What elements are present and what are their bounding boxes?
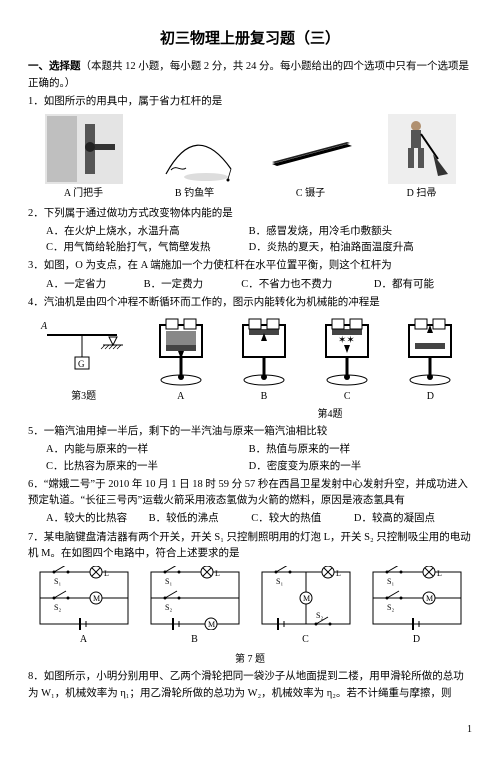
- q3-options: A．一定省力 B．一定费力 C．不省力也不费力 D．都有可能: [28, 277, 472, 293]
- q1-figures: A 门把手 B 钓鱼竿 C 镊子 D 扫帚: [28, 114, 472, 202]
- q2-options: A．在火炉上烧水，水温升高 B．感冒发烧，用冷毛巾敷额头 C．用气筒给轮胎打气，…: [28, 224, 472, 257]
- q3-caption: 第3题: [39, 389, 129, 405]
- q4-fig-b: B: [233, 315, 295, 405]
- svg-text:S₂: S₂: [316, 611, 323, 620]
- q4-label-a: A: [150, 389, 212, 405]
- q1-cap-a: A 门把手: [45, 186, 123, 202]
- q7-caption: 第 7 题: [28, 652, 472, 668]
- q6-opt-b: B．较低的沸点: [149, 511, 249, 527]
- q1-cap-c: C 镊子: [267, 186, 355, 202]
- q7-fig-b: S₁ L S₂ M B: [145, 566, 245, 648]
- q5-opt-b: B．热值与原来的一样: [249, 442, 449, 458]
- q1: 1．如图所示的用具中，属于省力杠杆的是: [28, 94, 472, 110]
- q3-fig: A G 第3题: [39, 317, 129, 405]
- q5-options: A．内能与原来的一样 B．热值与原来的一样 C．比热容为原来的一半 D．密度变为…: [28, 442, 472, 475]
- svg-text:L: L: [215, 569, 220, 578]
- q4-label-b: B: [233, 389, 295, 405]
- q4: 4．汽油机是由四个冲程不断循环而工作的，图示内能转化为机械能的冲程是: [28, 295, 472, 311]
- q4-fig-d: D: [399, 315, 461, 405]
- q1-cap-d: D 扫帚: [388, 186, 456, 202]
- q5-opt-c: C．比热容为原来的一半: [46, 459, 246, 475]
- svg-text:S₁: S₁: [276, 577, 283, 586]
- page-title: 初三物理上册复习题（三）: [28, 28, 472, 51]
- section-1-head: 一、选择题: [28, 61, 81, 72]
- svg-text:L: L: [437, 569, 442, 578]
- q4-fig-c: ✶✶ C: [316, 315, 378, 405]
- q1-fig-d: D 扫帚: [388, 114, 456, 202]
- q3-opt-a: A．一定省力: [46, 277, 141, 293]
- q1-fig-a: A 门把手: [45, 114, 123, 202]
- q4-fig-a: A: [150, 315, 212, 405]
- q7-fig-d: S₁ L S₂ M D: [367, 566, 467, 648]
- q3-opt-c: C．不省力也不费力: [241, 277, 371, 293]
- svg-text:✶✶: ✶✶: [338, 335, 355, 346]
- section-1-note: （本题共 12 小题，每小题 2 分，共 24 分。每小题给出的四个选项中只有一…: [28, 61, 469, 88]
- svg-text:M: M: [303, 594, 310, 603]
- q2-opt-d: D．炎热的夏天，柏油路面温度升高: [249, 240, 449, 256]
- q1-cap-b: B 钓鱼竿: [156, 186, 234, 202]
- svg-text:S₁: S₁: [165, 577, 172, 586]
- q7-fig-a: S₁ L S₂ M A: [34, 566, 134, 648]
- q7: 7．某电脑键盘清洁器有两个开关，开关 S₁ 只控制照明用的灯泡 L，开关 S₂ …: [28, 530, 472, 563]
- q6-opt-a: A．较大的比热容: [46, 511, 146, 527]
- section-1-header: 一、选择题（本题共 12 小题，每小题 2 分，共 24 分。每小题给出的四个选…: [28, 59, 472, 92]
- q1-fig-c: C 镊子: [267, 114, 355, 202]
- svg-text:A: A: [40, 321, 48, 332]
- q4-caption: 第4题: [188, 407, 472, 423]
- q4-label-c: C: [316, 389, 378, 405]
- q7-label-a: A: [34, 632, 134, 648]
- svg-text:M: M: [93, 594, 100, 603]
- q2: 2．下列属于通过做功方式改变物体内能的是: [28, 206, 472, 222]
- q6: 6．“嫦娥二号”于 2010 年 10 月 1 日 18 时 59 分 57 秒…: [28, 477, 472, 510]
- svg-text:G: G: [78, 359, 85, 369]
- q3-opt-d: D．都有可能: [374, 277, 454, 293]
- q2-opt-a: A．在火炉上烧水，水温升高: [46, 224, 246, 240]
- svg-text:S₂: S₂: [165, 603, 172, 612]
- q7-label-d: D: [367, 632, 467, 648]
- q5-opt-d: D．密度变为原来的一半: [249, 459, 449, 475]
- q1-fig-b: B 钓鱼竿: [156, 114, 234, 202]
- page-number: 1: [28, 722, 472, 738]
- q6-opt-d: D．较高的凝固点: [354, 511, 454, 527]
- svg-text:S₁: S₁: [54, 577, 61, 586]
- svg-text:L: L: [104, 569, 109, 578]
- svg-text:M: M: [426, 594, 433, 603]
- q5: 5．一箱汽油用掉一半后，剩下的一半汽油与原来一箱汽油相比较: [28, 424, 472, 440]
- q7-fig-c: S₁ L S₂ M C: [256, 566, 356, 648]
- q3-opt-b: B．一定费力: [144, 277, 239, 293]
- svg-text:S₂: S₂: [54, 603, 61, 612]
- q6-options: A．较大的比热容 B．较低的沸点 C．较大的热值 D．较高的凝固点: [28, 511, 472, 527]
- q6-opt-c: C．较大的热值: [251, 511, 351, 527]
- svg-text:L: L: [336, 569, 341, 578]
- q7-label-b: B: [145, 632, 245, 648]
- q2-opt-c: C．用气筒给轮胎打气，气筒壁发热: [46, 240, 246, 256]
- q8: 8．如图所示，小明分别用甲、乙两个滑轮把同一袋沙子从地面提到二楼，用甲滑轮所做的…: [28, 669, 472, 702]
- svg-text:S₁: S₁: [387, 577, 394, 586]
- svg-text:S₂: S₂: [387, 603, 394, 612]
- svg-text:M: M: [208, 620, 215, 629]
- q4-label-d: D: [399, 389, 461, 405]
- q7-label-c: C: [256, 632, 356, 648]
- q5-opt-a: A．内能与原来的一样: [46, 442, 246, 458]
- q3-q4-figures: A G 第3题 A: [28, 315, 472, 405]
- q3: 3．如图，O 为支点，在 A 端施加一个力使杠杆在水平位置平衡，则这个杠杆为: [28, 258, 472, 274]
- q7-figures: S₁ L S₂ M A S₁ L: [28, 566, 472, 648]
- q2-opt-b: B．感冒发烧，用冷毛巾敷额头: [249, 224, 449, 240]
